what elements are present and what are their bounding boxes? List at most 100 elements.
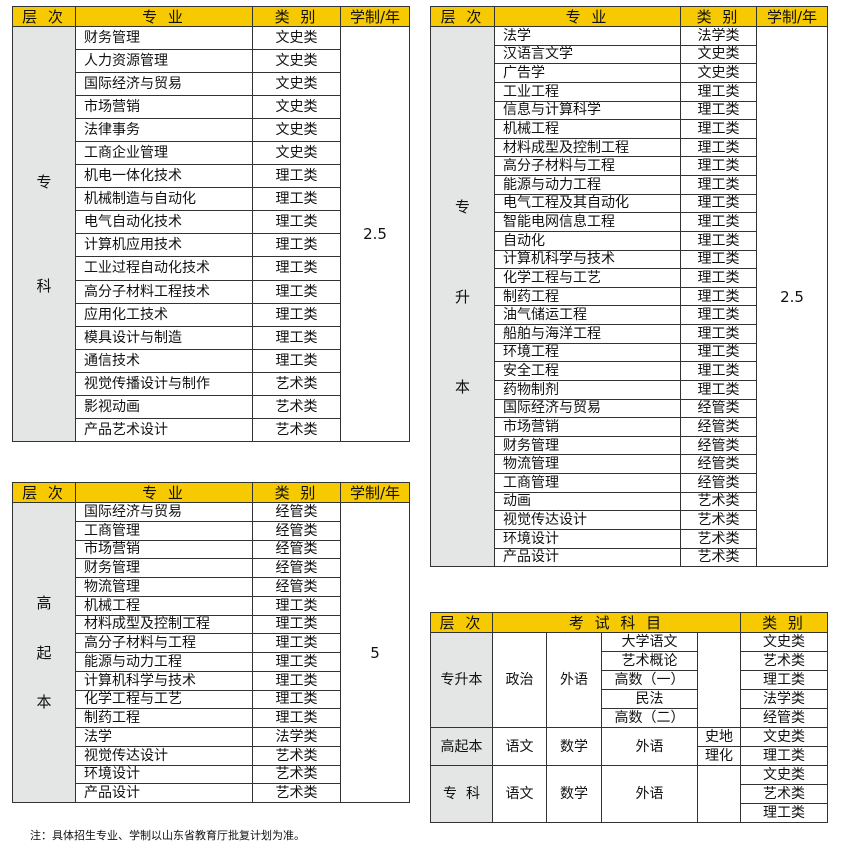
major-cell: 视觉传达设计 [75, 745, 253, 766]
table-row: 环境设计 艺术类 [13, 764, 410, 785]
major-cell: 视觉传达设计 [494, 510, 681, 530]
major-cell: 工商管理 [75, 520, 253, 541]
major-cell: 计算机科学与技术 [75, 670, 253, 691]
category-cell: 经管类 [252, 520, 341, 541]
major-cell: 自动化 [494, 230, 681, 251]
major-cell: 制药工程 [75, 708, 253, 728]
major-cell: 物流管理 [75, 577, 253, 597]
subject: 理化 [697, 746, 741, 766]
header-level: 层 次 [12, 6, 76, 27]
category-cell: 艺术类 [680, 547, 757, 568]
category-cell: 理工类 [680, 193, 757, 214]
table-row: 视觉传达设计 艺术类 [13, 745, 410, 766]
table-row: 动画 艺术类 [431, 491, 828, 512]
level-char: 科 [36, 276, 52, 295]
table-row: 环境工程 理工类 [431, 342, 828, 363]
major-cell: 人力资源管理 [75, 49, 253, 74]
years-cell: 2.5 [756, 25, 828, 568]
header-category: 类 别 [680, 6, 757, 27]
category-cell: 理工类 [680, 156, 757, 176]
category-cell: 艺术类 [680, 528, 757, 549]
category-cell: 艺术类 [252, 745, 341, 766]
major-cell: 影视动画 [75, 394, 253, 419]
major-cell: 动画 [494, 491, 681, 512]
major-cell: 环境设计 [494, 528, 681, 549]
major-cell: 机电一体化技术 [75, 164, 253, 189]
major-cell: 产品艺术设计 [75, 417, 253, 443]
category-cell: 理工类 [252, 348, 341, 373]
category: 经管类 [740, 708, 828, 728]
major-cell: 法律事务 [75, 118, 253, 143]
table-row: 财务管理 经管类 [431, 435, 828, 456]
category-cell: 理工类 [680, 342, 757, 363]
category-cell: 理工类 [252, 652, 341, 672]
footnote: 注：具体招生专业、学制以山东省教育厅批复计划为准。 [30, 829, 305, 842]
category-cell: 理工类 [252, 210, 341, 235]
subject: 语文 [492, 765, 547, 823]
table-row: 影视动画 艺术类 [13, 394, 410, 419]
zhuanshengben-table: 层 次专 业类 别学制/年专升本法学 法学类 2.5 汉语言文学 文史类 广告学 文史类 工业… [430, 6, 828, 568]
empty-cell [697, 765, 741, 823]
table-row: 工业过程自动化技术 理工类 [13, 256, 410, 281]
major-cell: 环境工程 [494, 342, 681, 363]
level-char: 起 [36, 643, 52, 662]
level-char: 本 [36, 693, 52, 712]
level-cell: 高起本 [12, 501, 76, 804]
subject: 政治 [492, 632, 547, 728]
category-cell: 艺术类 [252, 394, 341, 419]
table-row: 视觉传播设计与制作 艺术类 [13, 371, 410, 396]
level-gaoqiben: 高起本 [430, 727, 493, 766]
major-cell: 市场营销 [494, 417, 681, 437]
header-years: 学制/年 [340, 482, 410, 503]
header-category: 类 别 [252, 482, 341, 503]
table-row: 应用化工技术 理工类 [13, 302, 410, 327]
table-row: 通信技术 理工类 [13, 348, 410, 373]
header-level: 层 次 [430, 612, 493, 633]
category-cell: 文史类 [252, 25, 341, 51]
major-cell: 船舶与海洋工程 [494, 324, 681, 344]
major-cell: 计算机应用技术 [75, 233, 253, 258]
major-cell: 法学 [75, 727, 253, 747]
category-cell: 理工类 [252, 233, 341, 258]
major-cell: 工业工程 [494, 81, 681, 102]
major-cell: 电气自动化技术 [75, 210, 253, 235]
category-cell: 理工类 [252, 670, 341, 691]
table-row: 工商企业管理 文史类 [13, 141, 410, 166]
table-row: 产品艺术设计 艺术类 [13, 417, 410, 443]
table-row: 工商管理 经管类 [431, 473, 828, 493]
header-category: 类 别 [252, 6, 341, 27]
table-row: 能源与动力工程 理工类 [13, 652, 410, 672]
category-cell: 经管类 [680, 398, 757, 419]
header-level: 层 次 [430, 6, 495, 27]
category: 艺术类 [740, 651, 828, 671]
category-cell: 理工类 [252, 614, 341, 635]
table-row: 人力资源管理 文史类 [13, 49, 410, 74]
category-cell: 理工类 [680, 119, 757, 139]
major-cell: 模具设计与制造 [75, 325, 253, 350]
category-cell: 艺术类 [252, 417, 341, 443]
table-row: 化学工程与工艺 理工类 [431, 268, 828, 288]
level-zhuanshengben: 专升本 [430, 632, 493, 728]
table-row: 机械制造与自动化 理工类 [13, 187, 410, 212]
major-cell: 工商企业管理 [75, 141, 253, 166]
category-cell: 理工类 [680, 100, 757, 121]
category-cell: 文史类 [252, 72, 341, 97]
table-row: 电气自动化技术 理工类 [13, 210, 410, 235]
major-cell: 化学工程与工艺 [75, 689, 253, 710]
category-cell: 文史类 [680, 63, 757, 83]
category-cell: 经管类 [252, 539, 341, 560]
table-row: 制药工程 理工类 [13, 708, 410, 728]
major-cell: 工业过程自动化技术 [75, 256, 253, 281]
major-cell: 工商管理 [494, 473, 681, 493]
major-cell: 国际经济与贸易 [494, 398, 681, 419]
major-cell: 能源与动力工程 [75, 652, 253, 672]
header-row: 层 次专 业类 别学制/年 [12, 482, 410, 503]
major-cell: 通信技术 [75, 348, 253, 373]
category: 文史类 [740, 765, 828, 785]
major-cell: 财务管理 [75, 558, 253, 578]
years-cell: 2.5 [340, 26, 410, 442]
category-cell: 理工类 [680, 361, 757, 381]
table-row: 计算机科学与技术 理工类 [13, 670, 410, 691]
level-char: 专 [36, 173, 52, 192]
level-char: 高 [36, 593, 52, 612]
